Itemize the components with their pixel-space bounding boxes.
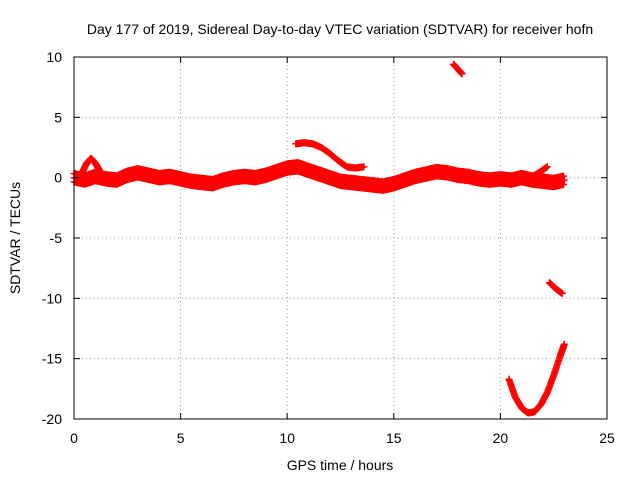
x-tick-label: 10 xyxy=(279,430,295,446)
x-tick-label: 5 xyxy=(177,430,185,446)
data-point xyxy=(360,163,368,171)
y-tick-label: 10 xyxy=(46,49,62,65)
y-tick-label: -10 xyxy=(42,290,62,306)
y-tick-label: -15 xyxy=(42,351,62,367)
series-elevated-arc xyxy=(292,139,368,172)
x-tick-label: 20 xyxy=(493,430,509,446)
data-point xyxy=(458,70,466,78)
grid xyxy=(74,57,607,419)
y-tick-label: -5 xyxy=(50,230,63,246)
x-tick-label: 15 xyxy=(386,430,402,446)
y-tick-label: -20 xyxy=(42,411,62,427)
data-point xyxy=(96,166,104,174)
x-tick-label: 25 xyxy=(599,430,615,446)
series-early-bump xyxy=(74,154,104,184)
plot-frame xyxy=(73,56,608,420)
series-deep-dip xyxy=(505,340,568,417)
x-axis-label: GPS time / hours xyxy=(287,457,394,473)
y-tick-label: 0 xyxy=(54,170,62,186)
data-point xyxy=(560,180,568,188)
data-points xyxy=(70,60,568,417)
y-axis-label: SDTVAR / TECUs xyxy=(7,182,23,294)
axis-ticks: 0 5 10 15 20 25 -20 -15 -10 -5 0 5 10 xyxy=(42,49,615,446)
x-tick-label: 0 xyxy=(70,430,78,446)
data-point xyxy=(560,176,568,184)
data-point xyxy=(558,290,566,298)
data-point xyxy=(543,163,551,171)
series-hump-21-23 xyxy=(501,163,551,183)
y-tick-label: 5 xyxy=(54,109,62,125)
data-point xyxy=(560,340,568,348)
series-main-band xyxy=(70,159,568,194)
chart-title: Day 177 of 2019, Sidereal Day-to-day VTE… xyxy=(87,21,593,37)
series-top-segment xyxy=(449,60,466,78)
series-right-segment xyxy=(545,279,566,298)
